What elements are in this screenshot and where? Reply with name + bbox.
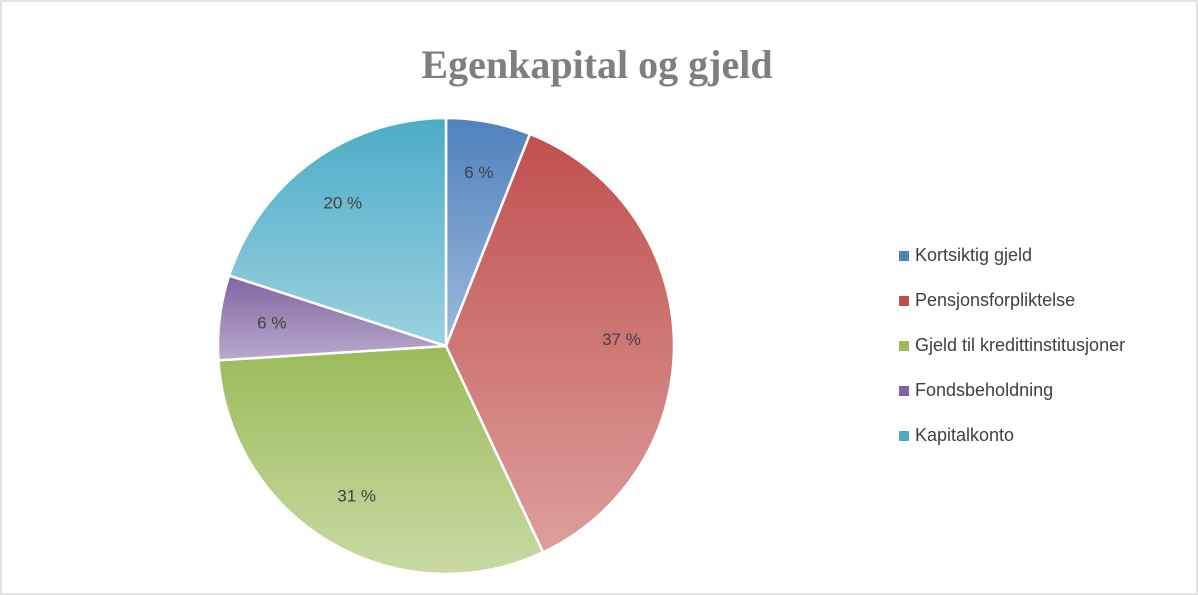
legend-label: Fondsbeholdning bbox=[915, 380, 1053, 400]
pie-slice bbox=[227, 116, 448, 348]
legend-label: Pensjonsforpliktelse bbox=[915, 290, 1075, 310]
legend-label: Kapitalkonto bbox=[915, 425, 1014, 445]
legend-swatch bbox=[899, 296, 909, 306]
legend-label: Gjeld til kredittinstitusjoner bbox=[915, 335, 1125, 355]
data-label: 37 % bbox=[602, 330, 641, 349]
legend-swatch bbox=[899, 251, 909, 261]
data-label: 6 % bbox=[257, 313, 286, 332]
legend-swatch bbox=[899, 341, 909, 351]
data-label: 20 % bbox=[323, 193, 362, 212]
pie-slice bbox=[217, 344, 545, 576]
legend-swatch bbox=[899, 431, 909, 441]
legend-label: Kortsiktig gjeld bbox=[915, 245, 1032, 265]
legend-swatch bbox=[899, 386, 909, 396]
data-label: 6 % bbox=[464, 163, 493, 182]
pie-slice bbox=[444, 132, 676, 554]
data-label: 31 % bbox=[337, 487, 376, 506]
chart-title: Egenkapital og gjeld bbox=[421, 42, 772, 87]
